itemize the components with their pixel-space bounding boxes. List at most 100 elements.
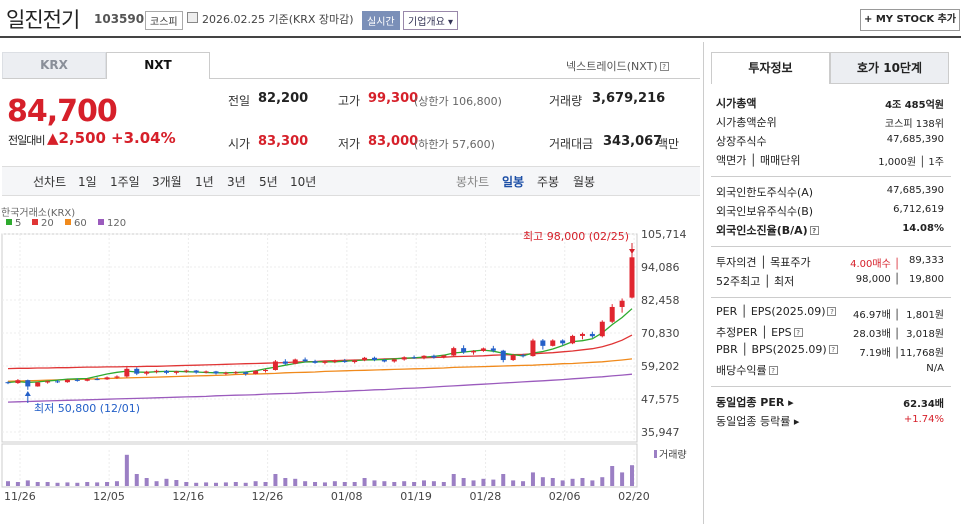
nextrade-link[interactable]: 넥스트레이드(NXT)? [566,58,669,74]
tab-krx[interactable]: KRX [2,52,106,79]
volume-bar [530,472,535,486]
volume-bar [580,478,585,486]
candle-body [5,382,11,384]
x-tick-label: 12/26 [252,490,284,503]
min-annotation: 최저 50,800 (12/01) [34,402,140,415]
chart-source: 한국거래소(KRX) [1,207,75,219]
info-value: +1.74% [903,414,944,425]
help-icon[interactable]: ? [828,345,838,354]
period-5y[interactable]: 5년 [259,175,278,189]
info-label: 시가총액순위 [716,116,777,129]
volume-bar [105,482,110,486]
candle-body [272,361,278,370]
ma-legend-swatch [98,219,104,225]
volume-bar [233,482,238,486]
volume-bar [540,477,545,486]
info-value: 6,712,619 [893,204,944,215]
candle-body [233,372,239,374]
period-1w[interactable]: 1주일 [110,175,140,189]
y-tick-label: 35,947 [641,426,680,439]
candle-body [203,371,209,373]
period-10y[interactable]: 10년 [290,175,317,189]
lower-limit: (하한가 57,600) [414,138,495,151]
x-tick-label: 01/28 [470,490,502,503]
candle-body [570,335,576,344]
max-annotation: 최고 98,000 (02/25) [523,230,629,243]
add-my-stock-button[interactable]: + MY STOCK 추가 [860,9,960,31]
volume-bar [610,466,615,486]
volume-bar [491,479,496,486]
candle-body [619,300,625,307]
help-icon[interactable]: ? [659,62,669,71]
calendar-icon [187,12,198,23]
info-value: 11,768원 [899,348,944,359]
volume-bar [293,478,298,486]
info-value: 47,685,390 [886,185,944,196]
realtime-button[interactable]: 실시간 [362,11,400,30]
candle-body [401,357,407,360]
company-overview-dropdown[interactable]: 기업개요 ▾ [403,11,458,30]
candle-body [213,371,219,374]
volume-bar [95,482,100,486]
candle-body [332,360,338,362]
candle-body [609,306,615,322]
x-tick-label: 02/06 [549,490,581,503]
open-value: 83,300 [258,134,309,149]
candle-body [94,379,100,381]
panel-divider [711,386,951,387]
panel-divider [711,246,951,247]
candle-body [193,370,199,373]
volume-bar [590,480,595,486]
market-badge: 코스피 [145,11,183,30]
amount-label: 거래대금 [549,137,594,151]
candle-body [134,368,140,374]
volume-bar [471,480,476,486]
volume-bar [204,482,209,486]
info-value: 1,801원 [906,310,944,321]
tab-order-book[interactable]: 호가 10단계 [830,52,949,84]
volume-bar [124,454,129,486]
y-tick-label: 94,086 [641,261,680,274]
volume-value: 3,679,216 [592,91,666,106]
panel-divider [711,176,951,177]
y-tick-label: 105,714 [641,228,687,241]
help-icon[interactable]: ? [793,328,803,337]
tab-investment-info[interactable]: 투자정보 [711,52,830,84]
ma-line-ma5 [7,308,633,384]
candle-monthly[interactable]: 월봉 [573,175,596,189]
period-1y[interactable]: 1년 [195,175,214,189]
investment-info-panel [703,42,961,524]
candle-body [223,372,229,374]
candle-body [15,380,21,384]
x-tick-label: 01/19 [400,490,432,503]
volume-bar [164,478,169,486]
help-icon[interactable]: ? [809,226,819,235]
info-value-a: 28.03배 │ [852,329,900,340]
candle-body [282,361,288,364]
volume-bar [570,478,575,486]
candle-body [579,333,585,336]
period-1d[interactable]: 1일 [78,175,97,189]
help-icon[interactable]: ? [827,307,837,316]
volume-bar [45,482,50,486]
volume-bar [560,480,565,486]
period-3m[interactable]: 3개월 [152,175,182,189]
x-tick-label: 12/05 [93,490,125,503]
candle-daily[interactable]: 일봉 [502,175,525,189]
info-value: 3,018원 [906,329,944,340]
volume-bar [402,481,407,486]
info-label: 동일업종 PER ▸ [716,396,794,409]
change-label: 전일대비 [8,134,45,147]
price-chart[interactable]: 한국거래소(KRX)5 20 60 120 105,714 94,086 82,458 70,… [0,200,700,524]
line-chart-label[interactable]: 선차트 [33,175,67,189]
candle-body [441,355,447,358]
stock-header [0,0,961,38]
candle-body [163,370,169,373]
volume-bar [352,482,357,486]
help-icon[interactable]: ? [768,366,778,375]
tab-nxt[interactable]: NXT [106,52,210,79]
period-3y[interactable]: 3년 [227,175,246,189]
candle-weekly[interactable]: 주봉 [537,175,560,189]
ma-legend-swatch [65,219,71,225]
low-label: 저가 [338,137,361,151]
